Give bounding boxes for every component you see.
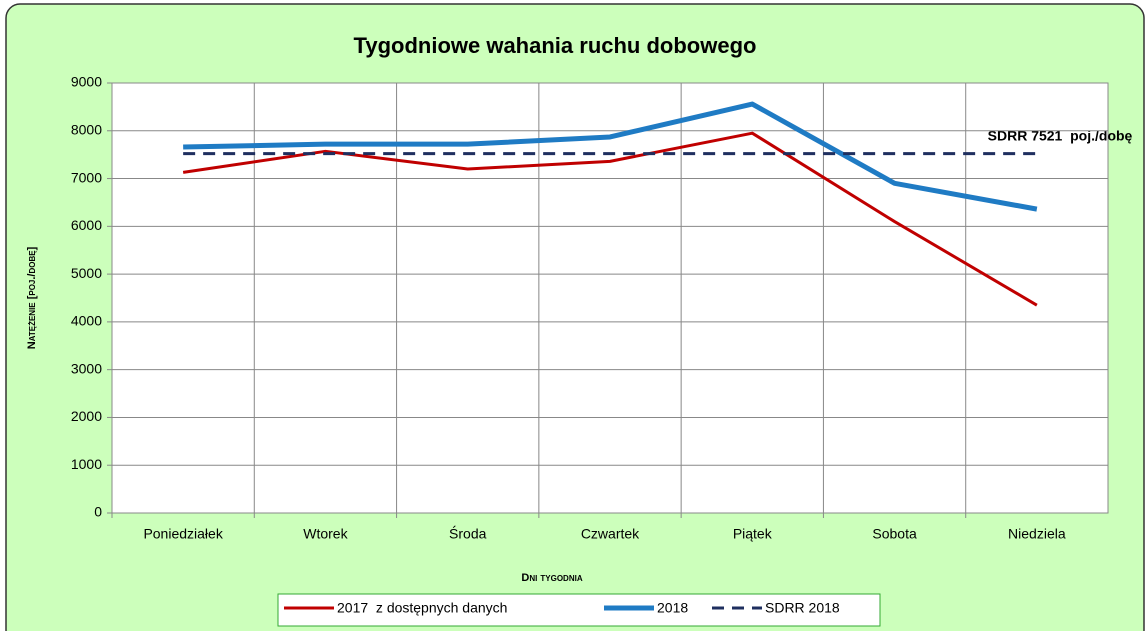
y-tick-label: 0 xyxy=(94,504,102,520)
series-line xyxy=(182,131,1038,307)
y-tick-label: 6000 xyxy=(71,217,102,233)
x-tick-label: Środa xyxy=(449,525,487,542)
x-tick-label: Sobota xyxy=(872,526,917,542)
annotation: SDRR 7521 poj./dobę xyxy=(988,128,1133,144)
y-tick-label: 1000 xyxy=(71,456,102,472)
legend-label: 2017 z dostępnych danych xyxy=(337,600,507,616)
y-tick-label: 5000 xyxy=(71,265,102,281)
legend xyxy=(277,593,881,627)
legend-label: SDRR 2018 xyxy=(765,600,840,616)
y-tick-label: 8000 xyxy=(71,121,102,137)
x-tick-label: Piątek xyxy=(733,526,773,542)
legend-label: 2018 xyxy=(657,600,688,616)
x-tick-label: Niedziela xyxy=(1008,526,1066,542)
y-axis-label: Natężenie [poj./dobę] xyxy=(26,246,38,349)
y-tick-label: 4000 xyxy=(71,313,102,329)
chart-title: Tygodniowe wahania ruchu dobowego xyxy=(354,33,757,58)
x-tick-label: Czwartek xyxy=(581,526,640,542)
x-axis-label: Dni tygodnia xyxy=(521,572,582,584)
y-tick-label: 7000 xyxy=(71,169,102,185)
y-tick-label: 2000 xyxy=(71,408,102,424)
series-line xyxy=(183,101,1038,212)
y-tick-label: 9000 xyxy=(71,74,102,90)
x-tick-label: Poniedziałek xyxy=(143,526,223,542)
y-tick-label: 3000 xyxy=(71,360,102,376)
x-tick-label: Wtorek xyxy=(303,526,348,542)
